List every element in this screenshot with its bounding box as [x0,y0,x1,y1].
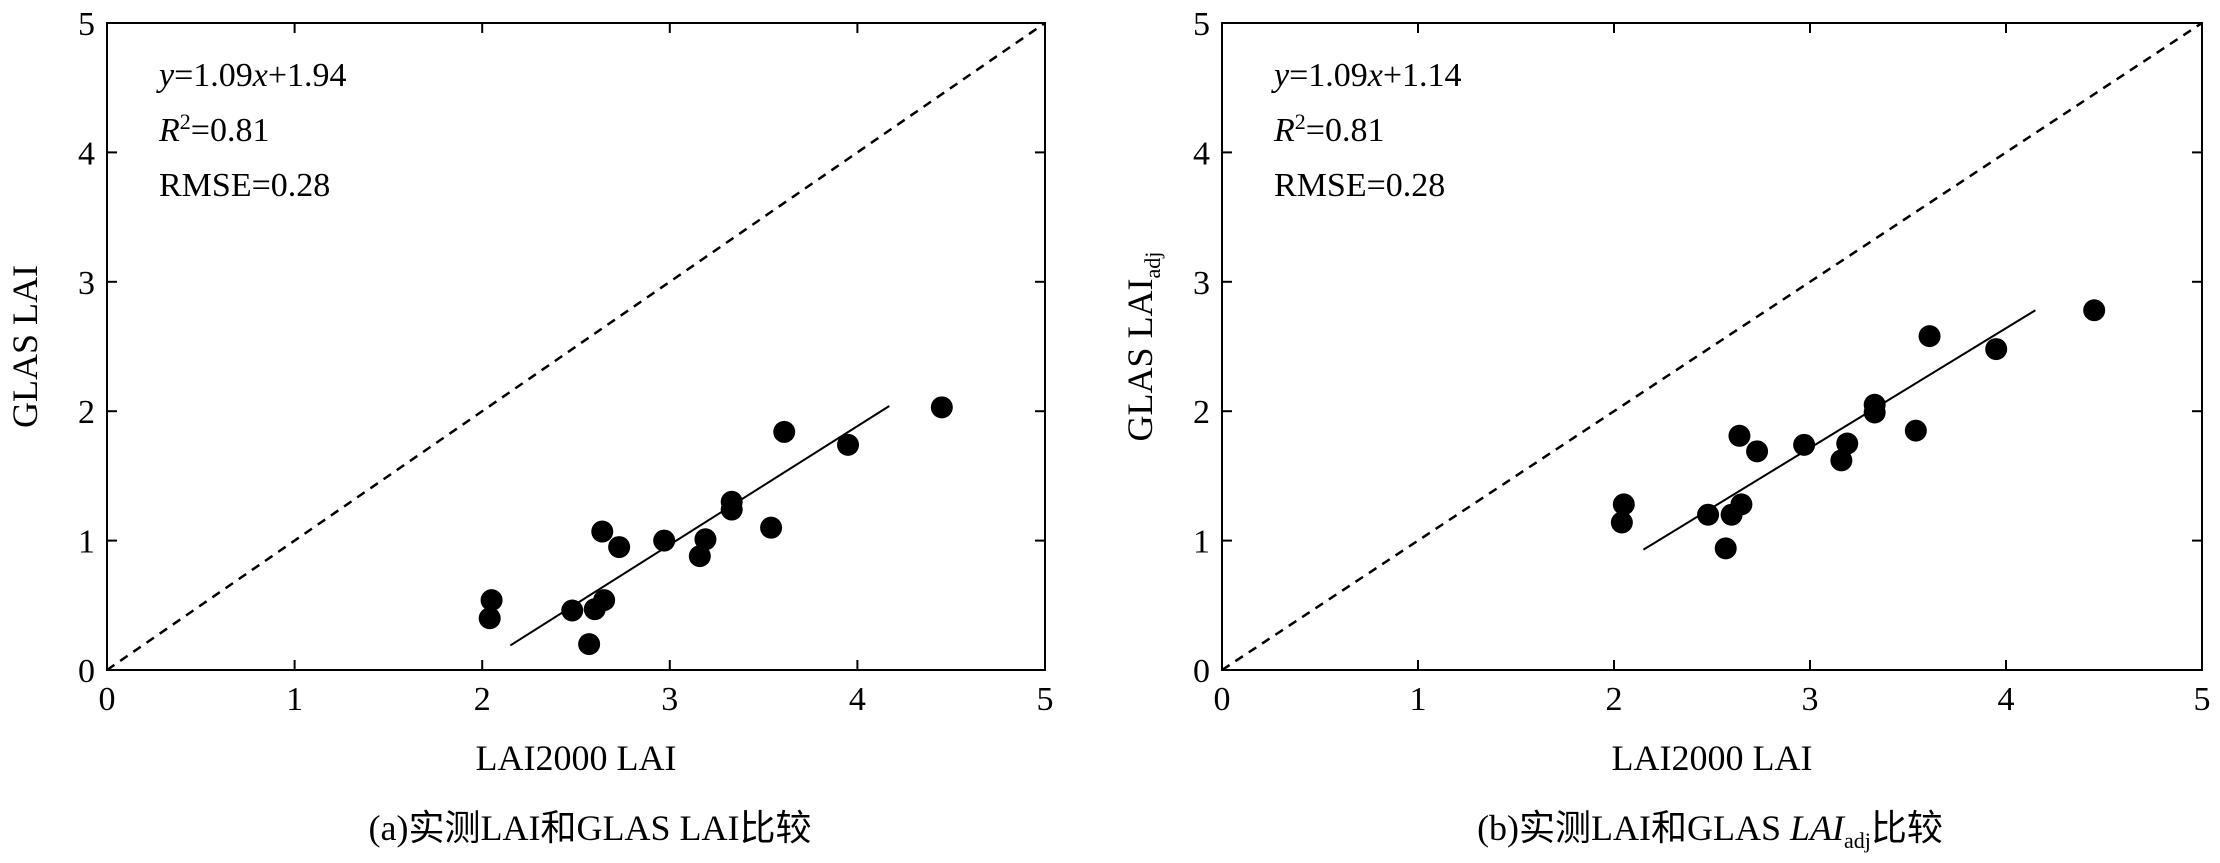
panel-caption-text: (a)实测LAI和GLAS LAI比较 [369,808,812,848]
x-axis-label: LAI2000 LAI [1612,738,1813,778]
r2-value: =0.81 [1306,112,1385,149]
rmse-label: RMSE=0.28 [159,167,330,204]
equation-intercept: +1.14 [1383,57,1462,94]
data-point [1612,493,1635,516]
data-point [1728,424,1751,447]
y-tick-label: 3 [78,265,95,302]
r2-value: =0.81 [191,112,270,149]
x-axis-label: LAI2000 LAI [476,738,677,778]
equation-label: y=1.09x+1.14 [1271,57,1462,94]
y-tick-label: 4 [1193,135,1210,172]
equation-intercept: +1.94 [268,57,347,94]
y-axis-label: GLAS LAIadj [1120,252,1165,442]
chart-panel-a: 0 1 2 3 4 5012345y=1.09x+1.94R2=0.81RMSE=0.28… [5,6,1054,848]
x-tick-label: 0 [99,681,116,718]
data-point [478,607,501,630]
y-tick-label: 4 [78,135,95,172]
x-tick-label: 1 [1410,681,1427,718]
r2-superscript: 2 [1295,109,1306,134]
y-tick-label: 0 [1193,653,1210,690]
equation-slope: =1.09 [1289,57,1368,94]
data-point [1610,511,1633,534]
equation-y: y [156,57,175,94]
y-tick-label: 5 [1193,6,1210,43]
x-tick-label: 2 [1606,681,1623,718]
one-to-one-line [1221,21,2203,672]
r2-label: R2=0.81 [158,109,269,149]
data-point [480,589,503,612]
data-point [561,599,584,622]
one-to-one-line [106,21,1046,672]
data-point [837,433,860,456]
data-point [608,536,631,559]
x-tick-label: 2 [474,681,491,718]
r2-symbol: R [1273,112,1295,149]
x-tick-label: 0 [1214,681,1231,718]
data-point [1730,493,1753,516]
y-axis-label-main: GLAS LAI [1120,278,1160,441]
data-point [2083,299,2106,322]
chart-panel-b: 0 1 2 3 4 5012345y=1.09x+1.14R2=0.81RMSE=0.28… [1120,6,2211,853]
data-point [1904,419,1927,442]
x-tick-label: 4 [849,681,866,718]
y-axis-label-main: GLAS LAI [5,265,45,428]
data-point [1793,433,1816,456]
y-tick-label: 2 [78,394,95,431]
plot-frame [1221,22,2203,671]
equation-y: y [1271,57,1290,94]
panel-caption-subscript: adj [1844,828,1871,853]
rmse-label: RMSE=0.28 [1274,167,1445,204]
data-point [653,529,676,552]
data-point [1863,393,1886,416]
panel-caption-italic: LAI [1789,808,1846,848]
data-point [694,528,717,551]
panel-caption: (a)实测LAI和GLAS LAI比较 [369,808,812,848]
r2-label: R2=0.81 [1273,109,1384,149]
data-point [688,545,711,568]
data-point [1697,503,1720,526]
x-tick-label: 5 [1037,681,1054,718]
data-point [1714,537,1737,560]
data-point [760,516,783,539]
data-point [1918,325,1941,348]
y-tick-label: 3 [1193,265,1210,302]
x-tick-label: 1 [286,681,303,718]
x-tick-label: 3 [1802,681,1819,718]
data-point [720,490,743,513]
y-tick-label: 1 [1193,524,1210,561]
y-tick-label: 5 [78,6,95,43]
data-point [593,589,616,612]
y-axis-label-subscript: adj [1140,252,1165,279]
r2-superscript: 2 [180,109,191,134]
y-tick-label: 2 [1193,394,1210,431]
x-tick-label: 5 [2194,681,2211,718]
y-tick-label: 0 [78,653,95,690]
plot-frame [106,22,1046,671]
data-point [1836,432,1859,455]
equation-x: x [252,57,268,94]
data-point [591,520,614,543]
equation-slope: =1.09 [174,57,253,94]
data-point [1746,440,1769,463]
data-point [578,633,601,656]
equation-label: y=1.09x+1.94 [156,57,347,94]
y-tick-label: 1 [78,524,95,561]
data-point [930,396,953,419]
r2-symbol: R [158,112,180,149]
x-tick-label: 4 [1998,681,2015,718]
y-axis-label: GLAS LAI [5,265,45,428]
data-point [1985,338,2008,361]
equation-x: x [1367,57,1383,94]
panel-caption-suffix: 比较 [1871,808,1943,848]
x-tick-label: 3 [661,681,678,718]
data-point [1830,449,1853,472]
panel-caption: (b)实测LAI和GLAS LAIadj比较 [1477,808,1943,853]
panel-caption-text: (b)实测LAI和GLAS [1477,808,1790,848]
data-point [773,420,796,443]
